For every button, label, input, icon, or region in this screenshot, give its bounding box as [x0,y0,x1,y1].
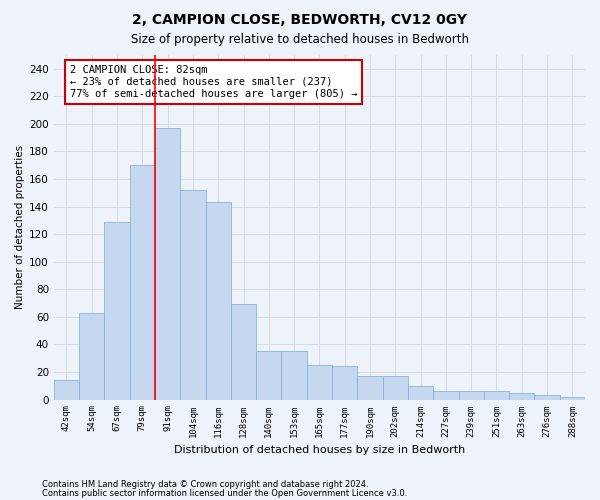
Text: Contains public sector information licensed under the Open Government Licence v3: Contains public sector information licen… [42,488,407,498]
Bar [458,392,484,400]
Text: Size of property relative to detached houses in Bedworth: Size of property relative to detached ho… [131,32,469,46]
Bar [155,128,180,400]
Bar [383,376,408,400]
Bar [433,392,458,400]
Text: 2, CAMPION CLOSE, BEDWORTH, CV12 0GY: 2, CAMPION CLOSE, BEDWORTH, CV12 0GY [133,12,467,26]
Bar [509,392,535,400]
Bar [206,202,231,400]
Bar [130,166,155,400]
Bar [281,352,307,400]
Bar [54,380,79,400]
Bar [332,366,358,400]
Bar [180,190,206,400]
Bar [231,304,256,400]
Bar [358,376,383,400]
Bar [408,386,433,400]
Y-axis label: Number of detached properties: Number of detached properties [15,145,25,310]
X-axis label: Distribution of detached houses by size in Bedworth: Distribution of detached houses by size … [174,445,465,455]
Text: Contains HM Land Registry data © Crown copyright and database right 2024.: Contains HM Land Registry data © Crown c… [42,480,368,489]
Bar [560,397,585,400]
Bar [104,222,130,400]
Bar [79,312,104,400]
Bar [256,352,281,400]
Text: 2 CAMPION CLOSE: 82sqm
← 23% of detached houses are smaller (237)
77% of semi-de: 2 CAMPION CLOSE: 82sqm ← 23% of detached… [70,66,357,98]
Bar [484,392,509,400]
Bar [535,396,560,400]
Bar [307,365,332,400]
